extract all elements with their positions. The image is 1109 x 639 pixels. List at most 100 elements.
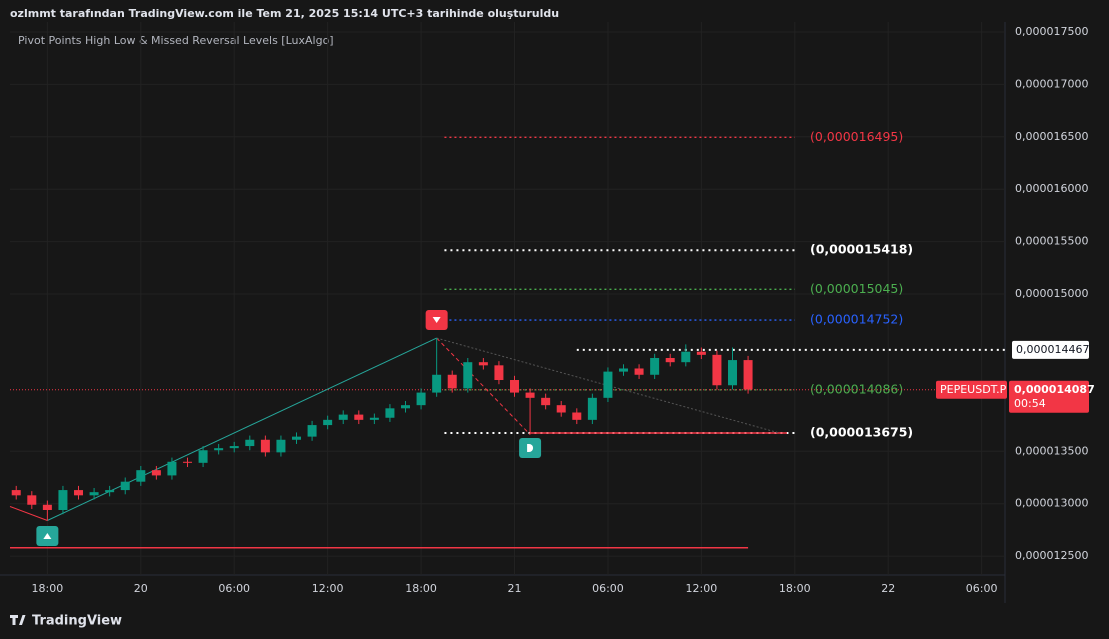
candle-body (385, 408, 395, 418)
candle-body (401, 405, 411, 409)
badge-icon (432, 317, 441, 323)
candle (42, 500, 52, 521)
candle (634, 364, 644, 379)
candle (105, 485, 115, 497)
candle (587, 393, 597, 425)
candle-body (369, 417, 379, 420)
x-tick-label: 06:00 (218, 582, 250, 595)
pivot-line (9, 506, 48, 521)
x-tick-label: 18:00 (32, 582, 64, 595)
pivot-badge (36, 526, 59, 546)
candle-body (167, 461, 177, 476)
candle (494, 361, 504, 385)
candle-body (432, 374, 442, 393)
candle (354, 410, 364, 425)
candle-body (712, 354, 722, 386)
candle (151, 465, 161, 480)
candle-body (229, 446, 239, 449)
x-tick-label: 18:00 (779, 582, 811, 595)
candle (463, 357, 473, 393)
candle-body (338, 414, 348, 420)
candle-body (587, 397, 597, 420)
candle-body (58, 490, 68, 511)
y-tick-label: 0,000013500 (1015, 444, 1088, 457)
candle-body (214, 448, 224, 451)
x-tick-label: 12:00 (312, 582, 344, 595)
level-label: (0,000015418) (810, 242, 913, 257)
candle-body (603, 371, 613, 398)
level-label: (0,000015045) (810, 281, 903, 296)
candle-body (136, 470, 146, 482)
candle-body (42, 504, 52, 511)
y-tick-label: 0,000016000 (1015, 182, 1088, 195)
candle (167, 457, 177, 480)
candle (292, 432, 302, 444)
candle (401, 400, 411, 413)
marked-price-box (1012, 340, 1089, 359)
candle-body (151, 470, 161, 476)
brand: TradingView (32, 614, 122, 629)
candle-body (183, 461, 193, 463)
candle (447, 370, 457, 393)
header: ozlmmt tarafından TradingView.com ile Te… (10, 7, 559, 20)
candle-body (323, 419, 333, 426)
candle (245, 435, 255, 451)
candle (603, 367, 613, 403)
candle (696, 347, 706, 360)
candle (120, 477, 130, 495)
candle (432, 338, 442, 397)
x-tick-label: 20 (134, 582, 148, 595)
candle-body (27, 495, 37, 505)
candle (416, 388, 426, 410)
level-label: (0,000013675) (810, 424, 913, 439)
candle-body (743, 360, 753, 390)
candle (27, 491, 37, 509)
y-tick-label: 0,000015000 (1015, 287, 1088, 300)
candle (183, 457, 193, 468)
y-tick-label: 0,000017500 (1015, 25, 1088, 38)
candle (478, 357, 488, 370)
x-tick-label: 21 (508, 582, 522, 595)
candle-body (74, 490, 84, 496)
candle-body (728, 360, 738, 386)
y-tick-label: 0,000016500 (1015, 130, 1088, 143)
candle (74, 485, 84, 500)
price-tag (1009, 380, 1089, 413)
candle-body (292, 436, 302, 440)
x-tick-label: 22 (881, 582, 895, 595)
candle (728, 347, 738, 390)
candle-body (120, 481, 130, 491)
candle (712, 350, 722, 390)
candle (214, 443, 224, 455)
candle-body (665, 357, 675, 363)
candle (89, 487, 99, 500)
marked-price-label: 0,000014467 (1016, 343, 1089, 356)
y-tick-label: 0,000017000 (1015, 77, 1088, 90)
x-tick-label: 06:00 (966, 582, 998, 595)
pivot-line (436, 337, 531, 435)
candle (11, 485, 21, 500)
candle (385, 404, 395, 422)
candle-body (556, 405, 566, 413)
candle (307, 420, 317, 441)
x-tick-label: 06:00 (592, 582, 624, 595)
candle-body (245, 439, 255, 447)
candle (338, 410, 348, 425)
candle (556, 400, 566, 417)
candle-body (198, 450, 208, 463)
symbol-tag (936, 380, 1007, 399)
badge-icon (527, 444, 534, 452)
candle-body (105, 490, 115, 493)
candle-body (525, 392, 535, 398)
level-label: (0,000014752) (810, 312, 903, 327)
candle (681, 344, 691, 367)
candle (136, 465, 146, 486)
candle-body (416, 392, 426, 406)
level-label: (0,000016495) (810, 129, 903, 144)
x-tick-label: 12:00 (686, 582, 718, 595)
countdown: 00:54 (1014, 397, 1046, 410)
candle (525, 388, 535, 435)
indicator-name: Pivot Points High Low & Missed Reversal … (18, 34, 334, 47)
candle-body (447, 374, 457, 389)
